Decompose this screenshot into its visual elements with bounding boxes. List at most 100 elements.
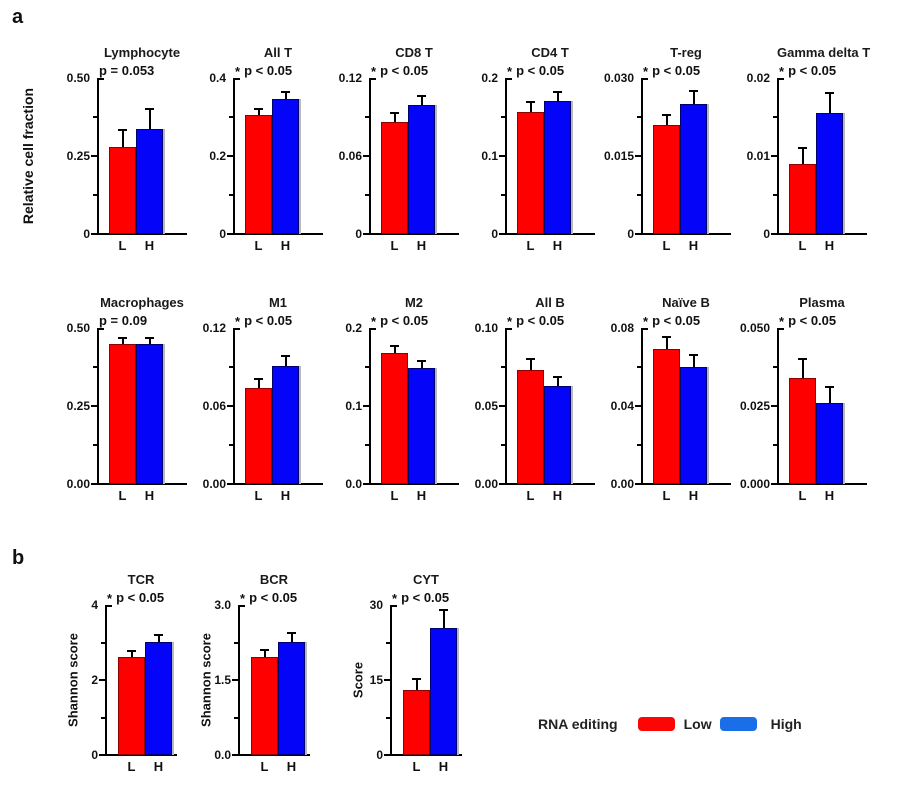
significance-text: p < 0.05 bbox=[116, 590, 165, 605]
error-bar-cap-high bbox=[553, 91, 562, 93]
error-bar-line-low bbox=[801, 359, 804, 378]
error-bar-cap-high bbox=[287, 632, 296, 634]
chart-title: Naïve B bbox=[662, 295, 710, 310]
plot-area: 30 15 0 * p < 0.05 L H bbox=[370, 590, 462, 774]
error-bar-line-low bbox=[393, 346, 396, 353]
axis-top-tick bbox=[233, 328, 240, 330]
error-bar-line-low bbox=[665, 337, 668, 349]
axis-top-tick bbox=[369, 78, 376, 80]
legend-label-low: Low bbox=[683, 716, 712, 732]
significance-note: * p < 0.05 bbox=[371, 313, 428, 329]
significance-note: * p < 0.05 bbox=[779, 63, 836, 79]
high-swatch-icon bbox=[719, 717, 757, 731]
error-bar-line-low bbox=[121, 130, 124, 147]
minor-tick bbox=[501, 444, 505, 446]
bar-high-H bbox=[136, 344, 163, 484]
axis-top-tick bbox=[641, 328, 648, 330]
major-tick bbox=[227, 233, 233, 235]
chart-title: CD4 T bbox=[531, 45, 569, 60]
minor-tick bbox=[365, 194, 369, 196]
minor-tick bbox=[773, 366, 777, 368]
significance-text: p = 0.053 bbox=[99, 63, 155, 78]
chart-title: CYT bbox=[413, 572, 439, 587]
minor-tick bbox=[365, 366, 369, 368]
error-bar-cap-high bbox=[689, 354, 698, 356]
bar-high-H bbox=[544, 386, 571, 484]
minor-tick bbox=[365, 116, 369, 118]
error-bar-cap-low bbox=[662, 336, 671, 338]
minor-tick bbox=[501, 194, 505, 196]
significance-star: * bbox=[371, 64, 377, 79]
bar-low-L bbox=[789, 164, 816, 234]
chart-lymphocyte: Lymphocyte 0.50 0.25 0 p = 0.053 L H bbox=[51, 45, 187, 253]
significance-note: * p < 0.05 bbox=[643, 313, 700, 329]
chart-cyt: CYT 30 15 0 * p < 0.05 L H Score bbox=[345, 572, 478, 774]
major-tick bbox=[363, 233, 369, 235]
major-tick bbox=[227, 155, 233, 157]
chart-title: Lymphocyte bbox=[103, 45, 181, 60]
x-axis-line bbox=[641, 483, 731, 485]
bar-low-L bbox=[517, 112, 544, 234]
y-tick-label: 0 bbox=[376, 748, 383, 762]
error-bar-cap-low bbox=[662, 114, 671, 116]
chart-title: Macrophages bbox=[100, 295, 184, 310]
bar-low-L bbox=[517, 370, 544, 484]
plot-area: 0.02 0.01 0 * p < 0.05 L H bbox=[747, 63, 867, 253]
minor-tick bbox=[93, 444, 97, 446]
significance-star: * bbox=[235, 64, 241, 79]
y-tick-label: 0.06 bbox=[338, 149, 362, 163]
y-tick-label: 0.04 bbox=[610, 399, 634, 413]
y-axis-line bbox=[505, 78, 507, 234]
y-tick-label: 0 bbox=[763, 227, 770, 241]
y-axis-line bbox=[369, 328, 371, 484]
y-tick-label: 0.2 bbox=[481, 71, 498, 85]
significance-star: * bbox=[235, 314, 241, 329]
legend-item-high: High bbox=[719, 716, 802, 732]
y-tick-label: 0.50 bbox=[66, 71, 90, 85]
bar-high-H bbox=[408, 105, 435, 234]
minor-tick bbox=[501, 366, 505, 368]
y-axis-line bbox=[97, 328, 99, 484]
significance-star: * bbox=[643, 314, 649, 329]
error-bar-cap-high bbox=[145, 108, 154, 110]
major-tick bbox=[384, 754, 390, 756]
significance-text: p < 0.05 bbox=[244, 313, 293, 328]
legend-item-low: Low bbox=[637, 716, 720, 732]
y-tick-label: 3.0 bbox=[214, 598, 231, 612]
bar-high-H bbox=[680, 367, 707, 484]
significance-star: * bbox=[392, 591, 398, 606]
chart-gamma-delta-t: Gamma delta T 0.02 0.01 0 * p < 0.05 L H bbox=[731, 45, 871, 253]
error-bar-cap-low bbox=[390, 345, 399, 347]
minor-tick bbox=[101, 716, 105, 719]
y-tick-label: 30 bbox=[369, 598, 383, 612]
y-tick-label: 0 bbox=[627, 227, 634, 241]
y-tick-label: 0.10 bbox=[474, 321, 498, 335]
x-axis-line bbox=[641, 233, 731, 235]
chart-title: All B bbox=[535, 295, 565, 310]
category-label-L: L bbox=[798, 238, 807, 253]
minor-tick bbox=[101, 641, 105, 644]
chart-cd8-t: CD8 T 0.12 0.06 0 * p < 0.05 L H bbox=[323, 45, 459, 253]
minor-tick bbox=[234, 716, 238, 719]
minor-tick bbox=[93, 366, 97, 368]
y-tick-label: 0 bbox=[91, 748, 98, 762]
category-label-H: H bbox=[438, 759, 449, 774]
major-tick bbox=[91, 155, 97, 157]
chart-macrophages: Macrophages 0.50 0.25 0.00 p = 0.09 L H bbox=[51, 295, 187, 503]
error-bar-line-high bbox=[290, 633, 293, 642]
y-axis-line bbox=[233, 328, 235, 484]
y-axis-label: Shannon score bbox=[198, 633, 214, 727]
panel-a-row-2: Macrophages 0.50 0.25 0.00 p = 0.09 L H M1 0.12 0… bbox=[51, 295, 867, 503]
bar-low-L bbox=[109, 344, 136, 484]
plot-area: 0.50 0.25 0 p = 0.053 L H bbox=[67, 63, 187, 253]
y-tick-label: 0.015 bbox=[603, 149, 634, 163]
bar-high-H bbox=[544, 101, 571, 234]
error-bar-cap-low bbox=[118, 129, 127, 131]
panel-b-label: b bbox=[12, 547, 25, 569]
bar-high-H bbox=[816, 403, 843, 484]
axis-top-tick bbox=[390, 605, 397, 607]
error-bar-line-low bbox=[393, 113, 396, 122]
x-axis-line bbox=[369, 233, 459, 235]
y-tick-label: 1.5 bbox=[214, 673, 231, 687]
major-tick bbox=[499, 155, 505, 157]
